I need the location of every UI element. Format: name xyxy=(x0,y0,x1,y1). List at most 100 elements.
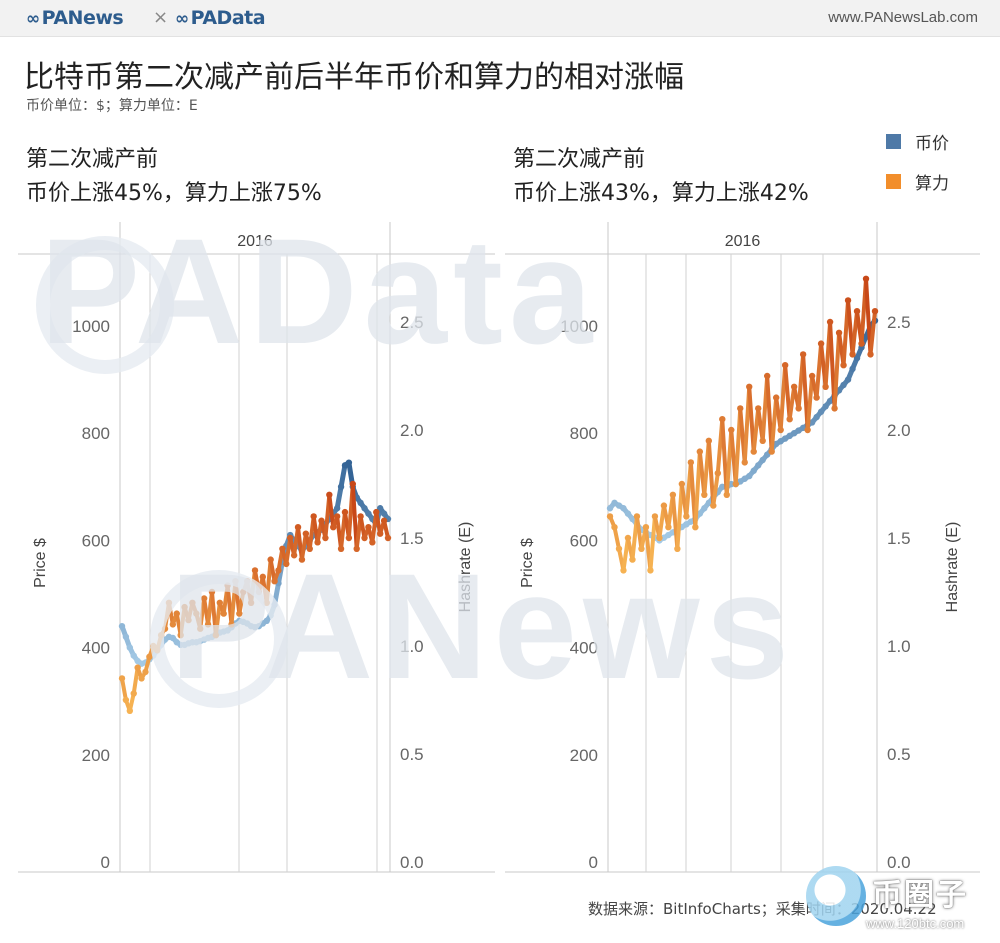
hashrate-point xyxy=(746,383,753,390)
hashrate-point xyxy=(660,502,668,509)
hashrate-point xyxy=(665,524,672,531)
y-tick-label: 1000 xyxy=(72,317,110,336)
hashrate-point xyxy=(813,394,820,401)
hashrate-point xyxy=(750,448,757,455)
hashrate-point xyxy=(384,534,392,542)
hashrate-point xyxy=(224,582,231,589)
hashrate-point xyxy=(369,539,376,546)
price-point xyxy=(826,397,834,405)
hashrate-point xyxy=(380,517,388,524)
y2-tick-label: 0.0 xyxy=(887,853,911,872)
chart-panel: 2016 0 200 400 600 800 1000 0.0 0.5 1.0 1.5 2.0 2.5 P… xyxy=(18,222,495,873)
hashrate-point xyxy=(719,416,726,423)
hashrate-line-segment xyxy=(832,330,842,411)
hashrate-point xyxy=(283,560,290,568)
price-point xyxy=(169,634,177,642)
hashrate-point xyxy=(737,405,744,412)
hashrate-point xyxy=(310,513,317,520)
price-point xyxy=(844,376,852,383)
brand-separator: × xyxy=(153,7,169,28)
hashrate-point xyxy=(345,534,353,542)
hashrate-point xyxy=(287,534,294,542)
hashrate-point xyxy=(122,696,130,704)
hashrate-series xyxy=(118,480,392,714)
legend-swatch-hashrate xyxy=(886,173,901,189)
brand-right-label: PAData xyxy=(190,7,266,29)
hashrate-point xyxy=(831,405,838,412)
hashrate-point xyxy=(326,491,333,498)
price-point xyxy=(808,419,816,426)
price-point xyxy=(624,510,632,517)
hashrate-point xyxy=(728,426,735,434)
hashrate-point xyxy=(808,372,816,380)
hashrate-point xyxy=(871,308,879,315)
price-point xyxy=(357,499,364,507)
brand-left-label: PANews xyxy=(41,7,124,29)
hashrate-point xyxy=(357,513,364,520)
hashrate-point xyxy=(157,632,165,639)
hashrate-point xyxy=(795,405,802,412)
hashrate-point xyxy=(173,610,180,617)
hashrate-point xyxy=(243,578,251,585)
hashrate-point xyxy=(154,647,161,654)
price-point xyxy=(337,483,345,490)
hashrate-point xyxy=(275,567,282,574)
hashrate-line-segment xyxy=(612,525,621,551)
hashrate-point xyxy=(840,362,847,369)
hashrate-line-segment xyxy=(327,492,336,530)
hashrate-point xyxy=(290,552,298,559)
legend-item-hashrate[interactable]: 算力 xyxy=(886,170,949,194)
price-point xyxy=(606,505,614,512)
hashrate-line-segment xyxy=(805,374,815,432)
stamp-text: 币圈子 xyxy=(872,878,968,913)
hashrate-point xyxy=(267,556,274,563)
price-point xyxy=(750,467,757,474)
hashrate-point xyxy=(615,545,623,552)
hashrate-point xyxy=(341,508,349,516)
hashrate-point xyxy=(333,513,341,520)
hashrate-line-segment xyxy=(706,438,716,508)
price-point xyxy=(365,510,372,517)
hashrate-series xyxy=(606,275,879,574)
hashrate-line-segment xyxy=(693,449,702,530)
hashrate-line-segment xyxy=(237,590,246,616)
padata-logo[interactable]: ∞ PAData xyxy=(175,7,266,29)
hashrate-point xyxy=(240,588,247,596)
hashrate-point xyxy=(376,530,384,537)
left-panel-title: 第二次减产前 xyxy=(26,147,159,172)
price-point xyxy=(755,462,762,469)
header-bar: ∞ PANews × ∞ PAData www.PANewsLab.com xyxy=(0,0,1000,37)
site-url[interactable]: www.PANewsLab.com xyxy=(828,9,978,26)
hashrate-point xyxy=(208,588,216,596)
left-panel-stat: 币价上涨45%，算力上涨75% xyxy=(26,181,322,206)
hashrate-point xyxy=(822,383,829,390)
stamp-logo-icon xyxy=(806,866,866,926)
hashrate-point xyxy=(365,524,372,531)
hashrate-point xyxy=(349,480,356,488)
price-point xyxy=(759,456,766,464)
hashrate-point xyxy=(197,625,204,632)
price-point xyxy=(267,612,274,619)
hashrate-point xyxy=(732,480,739,488)
panews-logo[interactable]: ∞ PANews xyxy=(26,7,124,29)
price-point xyxy=(620,505,627,512)
hashrate-point xyxy=(251,567,259,574)
hashrate-line-segment xyxy=(711,471,720,508)
price-point xyxy=(263,617,270,624)
price-point xyxy=(701,505,708,512)
hashrate-point xyxy=(777,426,784,434)
hashrate-point xyxy=(826,318,834,326)
hashrate-line-segment xyxy=(648,514,657,573)
legend-item-price[interactable]: 币价 xyxy=(886,130,949,154)
hashrate-point xyxy=(835,329,843,336)
hashrate-point xyxy=(228,621,235,628)
hashrate-point xyxy=(118,675,126,682)
price-point xyxy=(126,644,134,651)
hashrate-point xyxy=(786,416,793,423)
hashrate-point xyxy=(212,632,220,639)
hashrate-point xyxy=(844,297,852,304)
hashrate-point xyxy=(656,534,663,542)
price-point xyxy=(122,633,130,641)
hashrate-point xyxy=(318,517,325,524)
